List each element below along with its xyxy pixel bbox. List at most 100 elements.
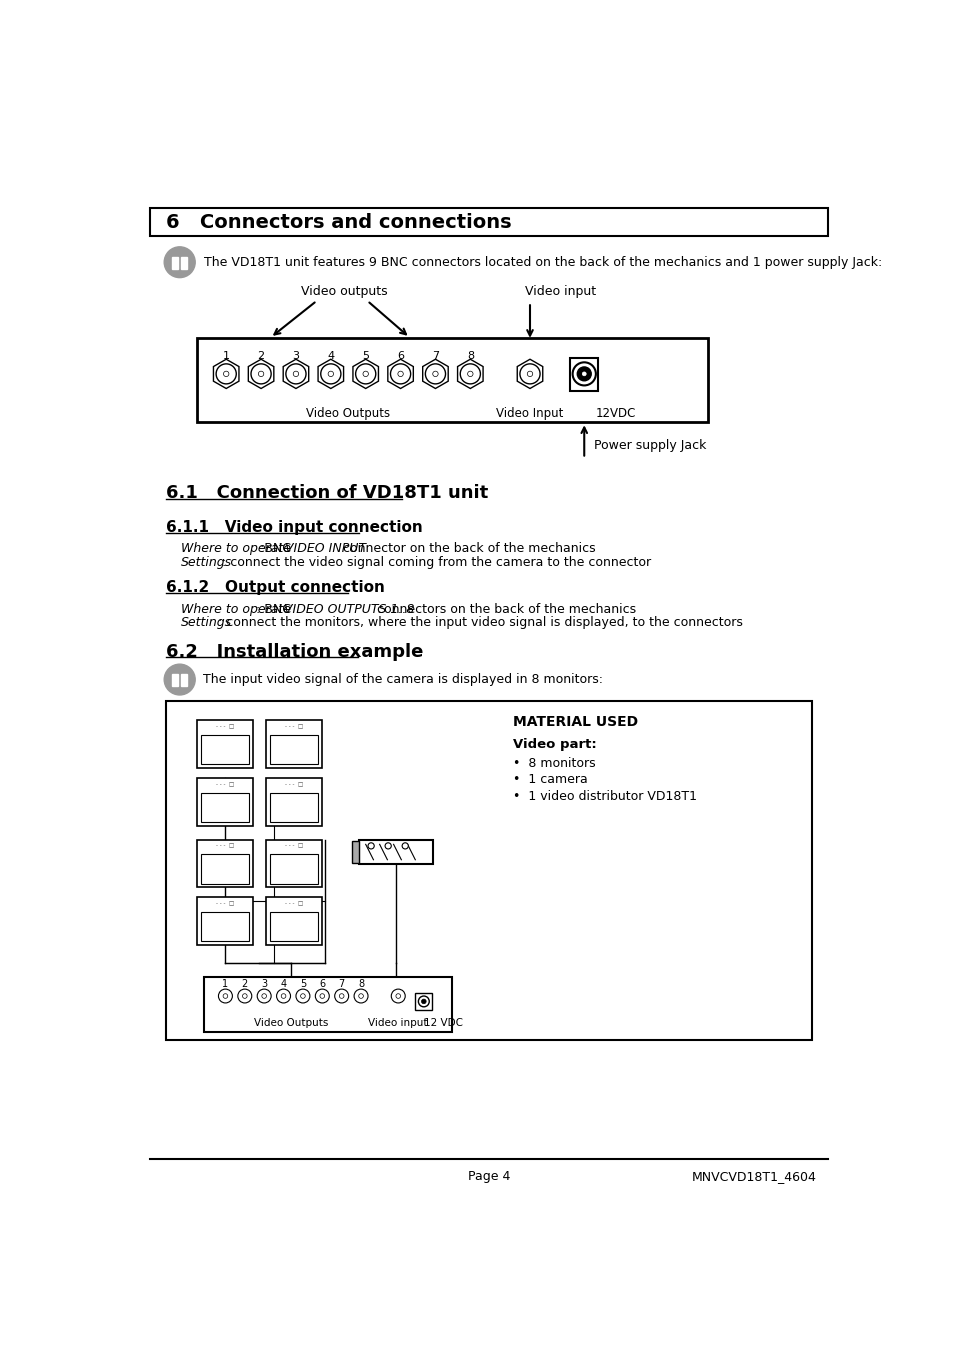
Text: 6.1.2   Output connection: 6.1.2 Output connection xyxy=(166,580,384,596)
Text: 2: 2 xyxy=(241,979,248,989)
Polygon shape xyxy=(283,359,309,389)
Circle shape xyxy=(421,1000,426,1004)
Text: 5: 5 xyxy=(299,979,306,989)
Polygon shape xyxy=(388,359,413,389)
Circle shape xyxy=(459,363,480,384)
Circle shape xyxy=(339,994,344,998)
FancyBboxPatch shape xyxy=(200,912,249,942)
Text: 6: 6 xyxy=(319,979,325,989)
FancyBboxPatch shape xyxy=(200,793,249,821)
FancyBboxPatch shape xyxy=(196,338,707,423)
Polygon shape xyxy=(317,359,343,389)
Circle shape xyxy=(390,363,410,384)
Circle shape xyxy=(395,994,400,998)
Text: - - -  □: - - - □ xyxy=(285,782,303,786)
Text: Video Input: Video Input xyxy=(496,408,563,420)
Text: The input video signal of the camera is displayed in 8 monitors:: The input video signal of the camera is … xyxy=(203,673,602,686)
Polygon shape xyxy=(213,359,238,389)
Circle shape xyxy=(527,372,532,377)
Text: Settings: Settings xyxy=(181,557,233,569)
Text: 8: 8 xyxy=(466,351,474,361)
Text: MATERIAL USED: MATERIAL USED xyxy=(513,715,638,730)
Circle shape xyxy=(519,363,539,384)
Circle shape xyxy=(223,372,229,377)
Text: 6.2   Installation example: 6.2 Installation example xyxy=(166,643,423,661)
Circle shape xyxy=(354,989,368,1002)
FancyBboxPatch shape xyxy=(266,778,322,825)
FancyBboxPatch shape xyxy=(352,842,359,863)
Circle shape xyxy=(391,989,405,1002)
Text: - - -  □: - - - □ xyxy=(215,843,233,848)
Text: Where to operate: Where to operate xyxy=(181,603,291,616)
Text: 7: 7 xyxy=(338,979,344,989)
Circle shape xyxy=(242,994,247,998)
Circle shape xyxy=(577,367,591,381)
Polygon shape xyxy=(422,359,448,389)
Text: Video input: Video input xyxy=(525,285,596,299)
Polygon shape xyxy=(353,359,378,389)
Text: 3: 3 xyxy=(261,979,267,989)
Text: Video Outputs: Video Outputs xyxy=(306,408,390,420)
Text: : BNC: : BNC xyxy=(255,603,294,616)
Circle shape xyxy=(251,363,271,384)
Circle shape xyxy=(293,372,298,377)
Text: 4: 4 xyxy=(280,979,286,989)
Circle shape xyxy=(355,363,375,384)
FancyBboxPatch shape xyxy=(570,358,598,390)
FancyBboxPatch shape xyxy=(196,897,253,946)
FancyBboxPatch shape xyxy=(270,793,318,821)
Circle shape xyxy=(467,372,473,377)
Circle shape xyxy=(258,372,264,377)
Text: 6: 6 xyxy=(396,351,404,361)
Text: : connect the monitors, where the input video signal is displayed, to the connec: : connect the monitors, where the input … xyxy=(217,616,741,630)
Text: - - -  □: - - - □ xyxy=(215,724,233,730)
Text: 8: 8 xyxy=(357,979,364,989)
Text: 4: 4 xyxy=(327,351,335,361)
FancyBboxPatch shape xyxy=(270,912,318,942)
Polygon shape xyxy=(457,359,482,389)
Text: 12 VDC: 12 VDC xyxy=(423,1019,462,1028)
Text: 6.1.1   Video input connection: 6.1.1 Video input connection xyxy=(166,520,422,535)
Circle shape xyxy=(362,372,368,377)
Polygon shape xyxy=(248,359,274,389)
FancyBboxPatch shape xyxy=(196,840,253,888)
Text: - - -  □: - - - □ xyxy=(285,901,303,907)
Circle shape xyxy=(581,372,585,376)
FancyBboxPatch shape xyxy=(266,720,322,769)
Text: Video outputs: Video outputs xyxy=(300,285,387,299)
Polygon shape xyxy=(517,359,542,389)
Circle shape xyxy=(257,989,271,1002)
Text: - - -  □: - - - □ xyxy=(285,843,303,848)
Text: 5: 5 xyxy=(362,351,369,361)
Circle shape xyxy=(218,989,233,1002)
Text: connectors on the back of the mechanics: connectors on the back of the mechanics xyxy=(373,603,635,616)
FancyBboxPatch shape xyxy=(359,840,433,865)
Circle shape xyxy=(276,989,291,1002)
Text: 1: 1 xyxy=(222,979,229,989)
Text: Video part:: Video part: xyxy=(513,738,596,751)
Circle shape xyxy=(397,372,403,377)
FancyBboxPatch shape xyxy=(204,977,452,1032)
Circle shape xyxy=(335,989,348,1002)
Circle shape xyxy=(433,372,437,377)
FancyBboxPatch shape xyxy=(415,993,432,1011)
Circle shape xyxy=(368,843,374,848)
FancyBboxPatch shape xyxy=(200,854,249,884)
Text: Page 4: Page 4 xyxy=(467,1170,510,1183)
Circle shape xyxy=(164,665,195,694)
Text: 12VDC: 12VDC xyxy=(596,408,636,420)
Text: - - -  □: - - - □ xyxy=(215,901,233,907)
Text: VIDEO INPUT: VIDEO INPUT xyxy=(285,543,366,555)
Text: 6.1   Connection of VD18T1 unit: 6.1 Connection of VD18T1 unit xyxy=(166,484,488,503)
Circle shape xyxy=(300,994,305,998)
Text: Power supply Jack: Power supply Jack xyxy=(593,439,705,453)
FancyBboxPatch shape xyxy=(196,720,253,769)
Circle shape xyxy=(572,362,596,385)
Text: 7: 7 xyxy=(432,351,438,361)
Circle shape xyxy=(358,994,363,998)
Circle shape xyxy=(315,989,329,1002)
Circle shape xyxy=(237,989,252,1002)
FancyBboxPatch shape xyxy=(266,840,322,888)
Text: - - -  □: - - - □ xyxy=(215,782,233,786)
FancyBboxPatch shape xyxy=(270,735,318,765)
